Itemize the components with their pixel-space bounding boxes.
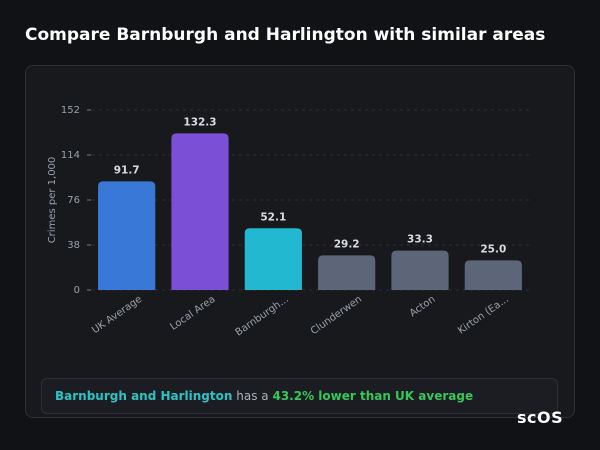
value-label: 25.0 <box>480 243 506 255</box>
value-label: 29.2 <box>334 238 360 250</box>
y-axis-label: Crimes per 1,000 <box>47 157 58 244</box>
logo: scOS <box>517 408 564 427</box>
summary-area: Barnburgh and Harlington <box>55 389 233 403</box>
summary-box: Barnburgh and Harlington has a 43.2% low… <box>41 378 558 414</box>
y-tick-label: 76 <box>67 195 80 206</box>
summary-comparison: 43.2% lower than UK average <box>272 389 474 403</box>
x-tick-label: Kirton (Ea... <box>456 294 511 337</box>
chart-title: Compare Barnburgh and Harlington with si… <box>25 25 546 45</box>
bar <box>98 181 156 290</box>
value-label: 132.3 <box>183 116 216 128</box>
x-tick-label: Local Area <box>168 294 217 333</box>
x-tick-label: Acton <box>408 294 438 319</box>
bar <box>318 255 376 290</box>
bar <box>171 133 229 290</box>
bar <box>244 228 302 290</box>
value-label: 52.1 <box>260 211 286 223</box>
summary-connector: has a <box>236 389 269 403</box>
x-tick-label: UK Average <box>90 294 144 336</box>
bar <box>464 260 522 290</box>
y-tick-label: 0 <box>74 285 80 296</box>
y-tick-label: 152 <box>61 105 80 116</box>
value-label: 33.3 <box>407 234 433 246</box>
y-tick-label: 38 <box>67 240 80 251</box>
x-tick-label: Barnburgh... <box>234 294 291 339</box>
value-label: 91.7 <box>114 164 140 176</box>
x-tick-label: Clunderwen <box>309 294 364 337</box>
y-tick-label: 114 <box>61 150 80 161</box>
bar <box>391 250 449 290</box>
